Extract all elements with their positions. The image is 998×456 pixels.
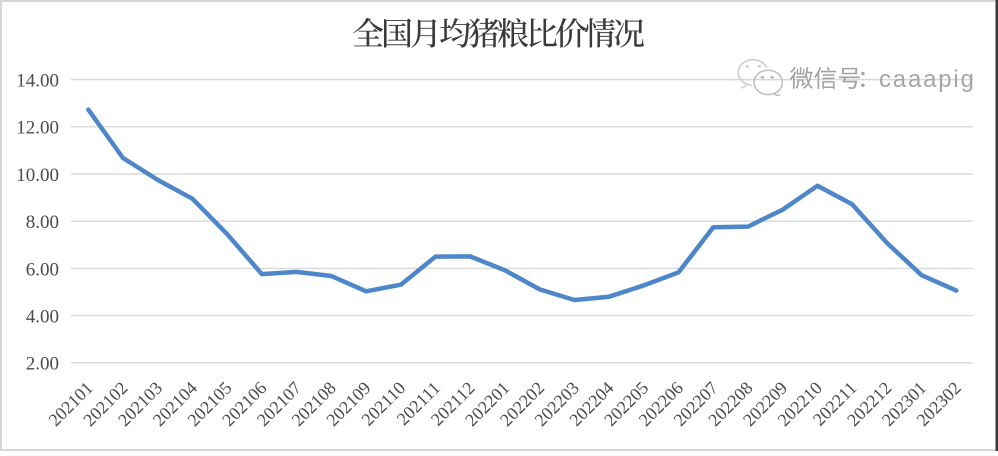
svg-text:caaapig: caaapig [879,66,976,93]
svg-text:4.00: 4.00 [26,307,59,328]
svg-text:8.00: 8.00 [26,212,59,233]
svg-text:10.00: 10.00 [16,165,59,186]
svg-text:14.00: 14.00 [16,71,59,92]
svg-text:2.00: 2.00 [26,354,59,375]
svg-text:6.00: 6.00 [26,259,59,280]
svg-text:12.00: 12.00 [16,118,59,139]
